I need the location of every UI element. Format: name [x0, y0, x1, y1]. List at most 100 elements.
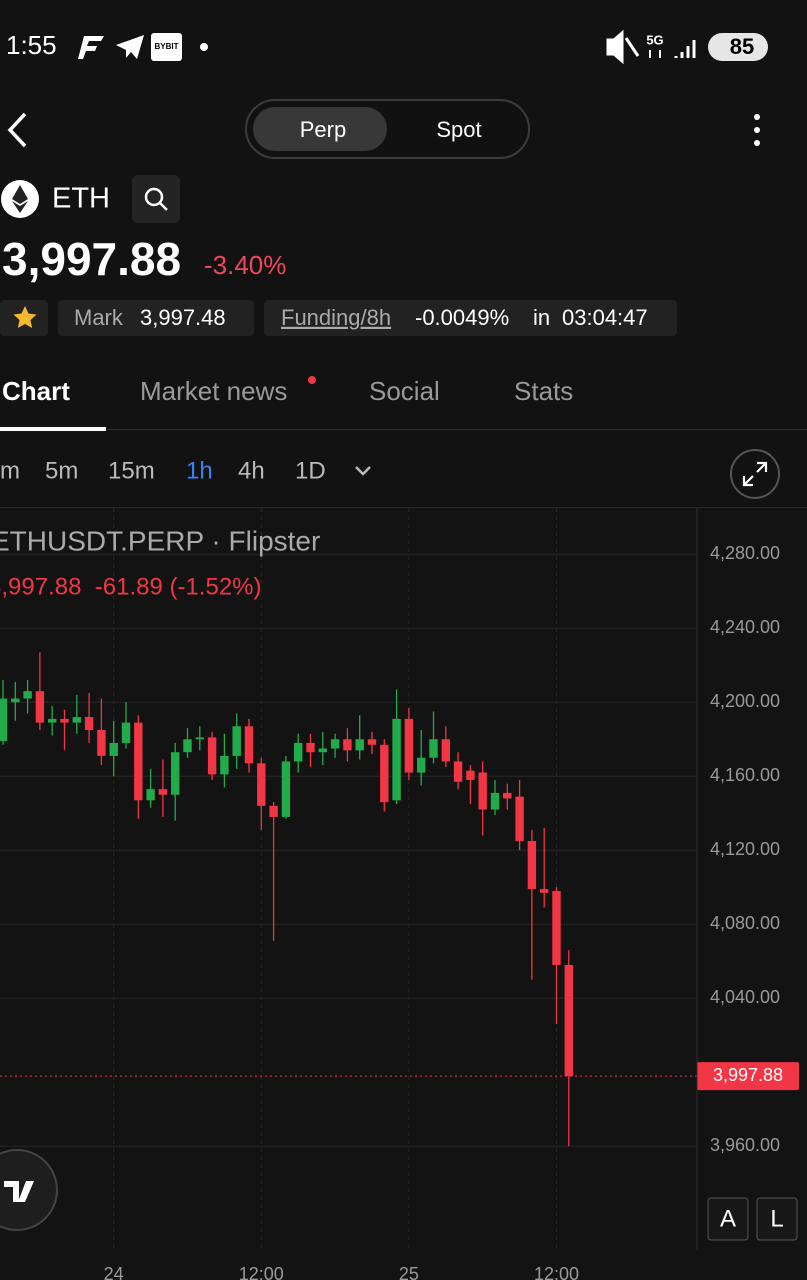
candle-body	[515, 796, 524, 841]
toggle-perp[interactable]: Perp	[300, 117, 346, 142]
y-tick-label: 4,280.00	[710, 543, 780, 563]
tab-stats[interactable]: Stats	[514, 376, 573, 406]
toggle-selected[interactable]	[253, 107, 387, 151]
signal-icon	[674, 40, 696, 58]
chart: 4,280.00 4,240.00 4,200.00 4,160.00 4,120.00…	[0, 508, 799, 1280]
fullscreen-icon	[742, 461, 768, 487]
x-tick-label: 12:00	[534, 1264, 579, 1280]
battery-box	[708, 33, 768, 61]
tab-market-news[interactable]: Market news	[140, 376, 287, 406]
candle-body	[220, 755, 229, 775]
candle-body	[306, 742, 315, 753]
last-price-tag	[697, 1062, 799, 1091]
candle-body	[503, 792, 512, 799]
log-scale-label[interactable]: L	[770, 1205, 783, 1232]
interval-1h[interactable]: 1h	[186, 457, 213, 484]
candle-body	[281, 761, 291, 817]
log-scale-button[interactable]	[756, 1197, 798, 1241]
candle-body	[195, 737, 204, 740]
funding-countdown: 03:04:47	[562, 305, 648, 330]
candle-body	[294, 742, 303, 762]
candle-body	[72, 717, 81, 723]
candle-body	[417, 757, 426, 773]
fullscreen-button[interactable]	[730, 449, 780, 499]
chart-title: ETHUSDT.PERP · Flipster	[0, 525, 320, 556]
funding-in: in	[533, 305, 550, 330]
mark-label: Mark	[74, 305, 124, 330]
candle-body	[244, 726, 254, 764]
interval-4h[interactable]: 4h	[238, 457, 265, 484]
x-tick-label: 24	[104, 1264, 124, 1280]
status-time: 1:55	[6, 30, 57, 60]
candle-body	[441, 739, 450, 762]
candle-body	[466, 770, 475, 780]
candle-body	[207, 737, 217, 775]
toggle-spot[interactable]: Spot	[436, 117, 481, 142]
tabs-divider	[0, 429, 807, 430]
candle-body	[146, 789, 155, 801]
y-tick-label: 4,160.00	[710, 765, 780, 785]
mark-box	[58, 300, 254, 336]
tradingview-logo	[4, 1181, 34, 1202]
network: 5G	[646, 32, 663, 47]
tab-chart[interactable]: Chart	[2, 376, 70, 406]
interval-5m[interactable]: 5m	[45, 457, 78, 484]
candle-body	[109, 742, 118, 756]
star-icon	[13, 306, 37, 328]
candle-body	[527, 841, 537, 890]
candle-body	[392, 718, 401, 801]
tab-social[interactable]: Social	[369, 376, 440, 406]
mute-icon	[606, 29, 640, 65]
candle-body	[355, 739, 364, 751]
search-button[interactable]	[132, 175, 180, 223]
candle-body	[404, 718, 414, 773]
candle-body	[232, 726, 241, 756]
interval-more[interactable]	[355, 466, 371, 476]
y-tick-label: 4,120.00	[710, 839, 780, 859]
candle-body	[11, 698, 20, 703]
candle-body	[134, 722, 143, 801]
candle-body	[48, 718, 57, 723]
app-badge-box	[151, 33, 182, 61]
tab-underline	[0, 427, 106, 431]
app-icon	[78, 36, 104, 59]
interval-1m[interactable]: 1m	[0, 457, 20, 484]
interval-15m[interactable]: 15m	[108, 457, 155, 484]
battery-level: 85	[730, 34, 754, 59]
chart-area	[0, 508, 807, 1280]
auto-scale-label[interactable]: A	[720, 1205, 736, 1232]
symbol: ETH	[52, 183, 110, 215]
candle-body	[35, 691, 45, 723]
interval-1d[interactable]: 1D	[295, 457, 326, 484]
candle-body	[97, 730, 106, 756]
candle-body	[478, 772, 487, 810]
back-button[interactable]	[7, 112, 27, 148]
candle-body	[84, 717, 94, 730]
candle-body	[380, 744, 389, 803]
candle-body	[552, 890, 561, 965]
price-change: -3.40%	[204, 250, 286, 280]
candle-body	[318, 748, 327, 753]
candle-body	[269, 805, 278, 817]
y-tick-label: 4,240.00	[710, 617, 780, 637]
mark-price: 3,997.48	[140, 305, 226, 330]
candle-body	[367, 739, 377, 745]
candle-body	[564, 964, 573, 1077]
candle-body	[23, 691, 32, 699]
candle-body	[183, 739, 192, 753]
x-tick-label: 25	[399, 1264, 419, 1280]
funding-label[interactable]: Funding/8h	[281, 305, 391, 330]
telegram-icon	[116, 35, 144, 59]
notification-dot	[200, 43, 208, 51]
more-menu[interactable]	[754, 114, 760, 146]
candle-body	[121, 722, 131, 743]
candle-body	[343, 739, 352, 751]
candle-body	[257, 763, 266, 806]
chart-divider	[0, 507, 807, 508]
y-tick-label: 3,960.00	[710, 1135, 780, 1155]
candle-body	[540, 889, 549, 893]
news-dot	[308, 376, 316, 384]
auto-scale-button[interactable]	[707, 1197, 749, 1241]
